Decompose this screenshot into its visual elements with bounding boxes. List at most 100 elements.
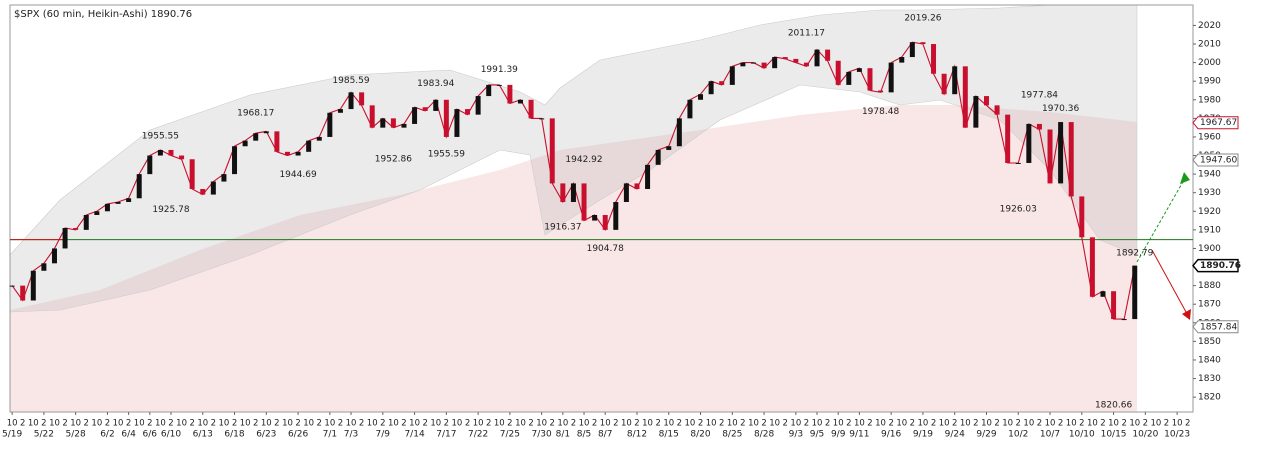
candle: [189, 159, 195, 189]
candle: [412, 107, 418, 124]
session-label: 10: [324, 419, 335, 429]
peak-label: 1991.39: [481, 65, 518, 75]
session-label: 2: [359, 419, 364, 429]
candle: [899, 57, 905, 63]
x-tick-label: 5/22: [34, 430, 54, 440]
y-tick-label: 1940: [1198, 170, 1221, 180]
candle: [115, 201, 121, 204]
session-label: 2: [528, 419, 533, 429]
session-label: 2: [867, 419, 872, 429]
y-tick-label: 1870: [1198, 300, 1221, 310]
y-tick-label: 1900: [1198, 244, 1221, 254]
session-label: 2: [1100, 419, 1105, 429]
session-label: 10: [1151, 419, 1162, 429]
peak-label: 1970.36: [1042, 104, 1079, 114]
session-label: 2: [910, 419, 915, 429]
candle: [645, 164, 651, 189]
candle: [475, 96, 481, 115]
session-label: 10: [473, 419, 484, 429]
value-tag-label: 1857.84: [1200, 322, 1237, 332]
candle: [380, 118, 386, 128]
plot-frame: [9, 4, 1194, 413]
candle: [1111, 291, 1117, 320]
x-tick-label: 8/7: [598, 430, 612, 440]
session-label: 2: [1058, 419, 1063, 429]
x-tick-label: 7/30: [532, 430, 552, 440]
session-label: 10: [621, 419, 632, 429]
candle: [517, 99, 523, 104]
peak-label: 2019.26: [904, 13, 941, 23]
y-tick-label: 2010: [1198, 40, 1221, 50]
candle: [1132, 265, 1138, 320]
y-tick-label: 1990: [1198, 77, 1221, 87]
session-label: 2: [677, 419, 682, 429]
session-label: 10: [515, 419, 526, 429]
session-label: 10: [557, 419, 568, 429]
candle: [613, 201, 619, 230]
session-label: 10: [282, 419, 293, 429]
session-label: 10: [452, 419, 463, 429]
candle: [539, 118, 545, 120]
session-label: 2: [126, 419, 131, 429]
x-tick-label: 10/23: [1164, 430, 1190, 440]
candle: [242, 140, 248, 147]
candle: [793, 58, 799, 63]
session-label: 10: [494, 419, 505, 429]
candle: [157, 149, 163, 156]
session-label: 2: [232, 419, 237, 429]
peak-label: 1968.17: [237, 108, 274, 118]
x-tick-label: 5/19: [2, 430, 22, 440]
candle: [983, 96, 989, 106]
session-label: 2: [846, 419, 851, 429]
session-label: 2: [211, 419, 216, 429]
peak-label: 1942.92: [565, 155, 602, 165]
x-tick-label: 6/6: [143, 430, 158, 440]
candle: [803, 62, 809, 67]
session-label: 2: [274, 419, 279, 429]
session-label: 2: [952, 419, 957, 429]
candle: [1058, 122, 1064, 184]
x-tick-label: 7/22: [468, 430, 488, 440]
session-label: 10: [70, 419, 81, 429]
session-label: 10: [918, 419, 929, 429]
session-label: 2: [1185, 419, 1190, 429]
candle: [20, 285, 26, 301]
peak-label: 1892.79: [1116, 248, 1153, 258]
candle: [666, 146, 672, 150]
x-tick-label: 6/10: [161, 430, 181, 440]
x-tick-label: 9/3: [789, 430, 803, 440]
candle: [1015, 162, 1021, 164]
value-tag-label: 1947.60: [1200, 155, 1237, 165]
arrow-up: [1136, 179, 1185, 263]
x-tick-label: 8/28: [754, 430, 774, 440]
x-tick-label: 6/26: [288, 430, 308, 440]
y-tick-label: 1840: [1198, 355, 1221, 365]
candle: [1100, 291, 1106, 297]
y-tick-label: 1980: [1198, 95, 1221, 105]
candle: [401, 123, 407, 128]
candle: [655, 149, 661, 165]
y-tick-label: 1920: [1198, 207, 1221, 217]
session-label: 10: [261, 419, 272, 429]
candle: [1005, 114, 1011, 163]
candle: [30, 270, 36, 301]
peak-label: 1955.55: [142, 132, 179, 142]
candle: [433, 99, 439, 111]
y-tick-label: 1960: [1198, 132, 1221, 142]
candle: [200, 188, 206, 195]
candle: [1047, 129, 1053, 184]
candle: [952, 66, 958, 95]
session-label: 2: [295, 419, 300, 429]
x-tick-label: 5/28: [66, 430, 86, 440]
x-tick-label: 8/25: [722, 430, 742, 440]
session-label: 2: [507, 419, 512, 429]
candle: [719, 81, 725, 85]
candle: [422, 107, 428, 111]
session-label: 10: [1108, 419, 1119, 429]
candle: [486, 84, 492, 97]
candle: [496, 84, 502, 86]
session-label: 10: [409, 419, 420, 429]
pink-band: [10, 105, 1137, 412]
peak-label: 2011.17: [788, 28, 825, 38]
candle: [941, 73, 947, 95]
